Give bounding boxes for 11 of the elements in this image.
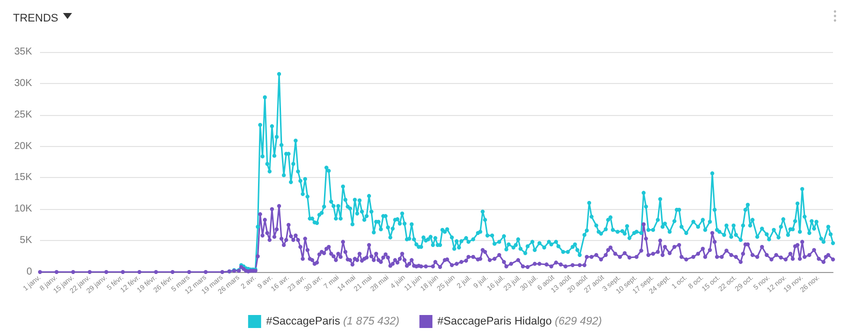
y-tick-label: 15K — [14, 172, 32, 184]
y-tick-label: 35K — [14, 46, 32, 58]
legend-label: #SaccageParis (1 875 432) — [266, 316, 400, 328]
y-tick-label: 0 — [26, 266, 32, 278]
y-tick-label: 20K — [14, 140, 32, 152]
y-tick-label: 5K — [20, 235, 32, 246]
chart-title: TRENDS — [13, 12, 58, 24]
legend-label: #SaccageParis Hidalgo (629 492) — [437, 316, 602, 328]
y-tick-label: 10K — [14, 204, 32, 215]
y-tick-label: 25K — [14, 109, 32, 120]
y-tick-label: 30K — [14, 78, 32, 89]
